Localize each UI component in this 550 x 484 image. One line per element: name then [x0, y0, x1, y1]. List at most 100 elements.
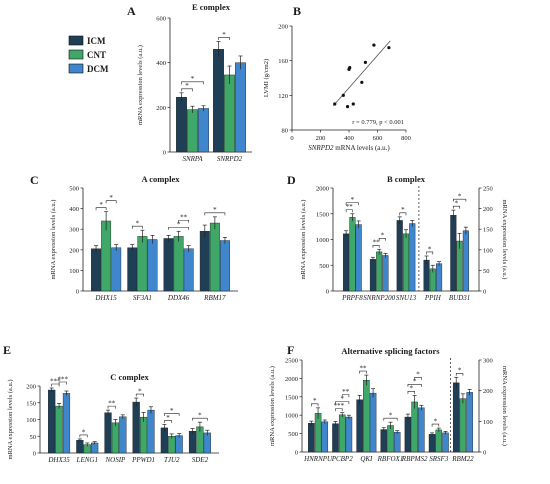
- significance-label: **: [180, 214, 188, 222]
- y-tick-label: 50: [30, 434, 37, 441]
- legend-label-cnt: CNT: [87, 50, 106, 60]
- significance-bracket: [79, 434, 88, 438]
- x-category-label: RBFOX1: [377, 455, 404, 463]
- bar-snrpd2-dcm: [235, 62, 246, 153]
- bar-snu13-dcm: [409, 223, 416, 292]
- bar-dhx15-dcm: [111, 247, 122, 292]
- y-axis-label: mRNA expression levels (a.u.): [50, 200, 57, 280]
- bar-ppih-dcm: [436, 263, 443, 292]
- significance-bracket: [192, 417, 208, 421]
- y-tick-label: 400: [156, 60, 166, 67]
- panel-letter: F: [287, 343, 294, 357]
- legend-swatch-cnt: [68, 49, 84, 60]
- significance-label: *: [191, 75, 195, 83]
- scatter-point-5: [351, 102, 355, 106]
- significance-label: *: [136, 220, 140, 228]
- panel-title: B complex: [387, 174, 426, 184]
- bar-snrpd2-cnt: [224, 74, 235, 153]
- x-category-label: RBM22: [451, 455, 474, 463]
- bar-rbm22-dcm: [466, 392, 473, 453]
- bar-leng1-icm: [76, 440, 84, 454]
- bar-rbfox1-icm: [380, 429, 388, 453]
- scatter-point-0: [333, 102, 337, 106]
- panel-c: C A complex 0 100 200 300 400 500 mRNA expressio…: [30, 173, 238, 302]
- bar-pcbp2-cnt: [338, 414, 346, 453]
- significance-bracket: [407, 391, 415, 394]
- scatter-point-6: [360, 80, 364, 84]
- x-category-label: PPIH: [424, 294, 442, 302]
- y-tick-label: 150: [26, 400, 36, 407]
- y-tick-label: 0: [33, 451, 36, 458]
- x-category-label: NOSIP: [104, 456, 126, 464]
- x-category-label: SF3A1: [133, 294, 152, 302]
- significance-bracket: [345, 202, 359, 206]
- significance-bracket: [453, 205, 460, 209]
- y-tick-label: 500: [288, 431, 298, 438]
- panel-letter: A: [127, 4, 136, 18]
- significance-bracket: [164, 413, 180, 417]
- significance-label: *: [198, 412, 202, 420]
- panel-f: F Alternative splicing factors05001000150…: [269, 343, 508, 463]
- bar-hnrnpu-dcm: [321, 421, 329, 453]
- significance-bracket: [341, 394, 350, 398]
- bar-snrpa-dcm: [198, 108, 209, 153]
- y-axis-label: mRNA expression levels (a.u.): [300, 200, 307, 280]
- bar-sf3a1-dcm: [147, 239, 158, 292]
- bar-srsf3-icm: [428, 434, 436, 453]
- significance-label: *: [381, 232, 385, 240]
- x-category-label: HNRNPU: [303, 455, 333, 463]
- y-tick-label: 1000: [316, 237, 329, 244]
- y-tick-label-right: 50: [483, 268, 490, 275]
- significance-bracket: [414, 377, 422, 380]
- y-tick-label-right: 150: [483, 227, 493, 234]
- bar-bud31-icm: [450, 215, 457, 292]
- significance-label: *: [99, 201, 103, 209]
- significance-label: *: [213, 206, 217, 214]
- y-tick-label: 400: [69, 206, 79, 213]
- y-tick-label: 100: [26, 417, 36, 424]
- panel-letter: E: [3, 343, 11, 357]
- significance-label: *: [416, 371, 420, 379]
- bar-sde2-icm: [188, 431, 197, 454]
- bar-rbm22-cnt: [459, 398, 467, 453]
- bar-snrnp200-dcm: [382, 255, 389, 292]
- y-tick-label: 200: [278, 24, 288, 31]
- y-tick-label: 160: [278, 58, 288, 65]
- bar-rbpms2-dcm: [418, 407, 425, 453]
- y-tick-label-right: 250: [483, 186, 493, 193]
- bar-tju2-cnt: [168, 436, 176, 454]
- scatter-point-9: [387, 46, 391, 50]
- x-category-label: SDE2: [192, 456, 209, 464]
- bar-leng1-dcm: [91, 442, 99, 454]
- significance-label: ***: [334, 402, 345, 410]
- significance-bracket: [204, 212, 226, 216]
- x-category-label: TJU2: [164, 456, 180, 464]
- y-tick-label: 600: [156, 16, 166, 23]
- significance-label: **: [346, 203, 354, 211]
- bar-sde2-dcm: [203, 432, 211, 454]
- significance-bracket: [335, 401, 350, 405]
- bar-snrnp200-icm: [369, 259, 376, 292]
- scatter-point-7: [363, 60, 367, 64]
- significance-bracket: [218, 37, 230, 40]
- y-axis-label: mRNA expression levels (a.u.): [7, 380, 14, 460]
- y-tick-label: 0: [295, 450, 298, 457]
- significance-bracket: [455, 372, 464, 376]
- significance-bracket: [95, 207, 107, 211]
- significance-bracket: [178, 219, 190, 223]
- bar-nosip-cnt: [111, 422, 120, 454]
- bar-bud31-dcm: [462, 230, 469, 292]
- x-tick-label: 600: [373, 135, 383, 142]
- significance-label: *: [389, 412, 393, 420]
- panel-title: Alternative splicing factors: [341, 346, 440, 356]
- significance-bracket: [383, 417, 398, 421]
- x-category-label: SNRPD2: [217, 155, 243, 163]
- x-category-label: SNRNP200: [363, 294, 395, 302]
- bar-rbpms2-icm: [404, 416, 412, 453]
- y-tick-label-right: 0: [483, 289, 486, 296]
- x-category-label: QKI: [360, 455, 373, 463]
- bar-qki-icm: [356, 399, 363, 453]
- significance-bracket: [311, 403, 319, 407]
- y-axis-label: mRNA expression levels (a.u.): [137, 45, 144, 125]
